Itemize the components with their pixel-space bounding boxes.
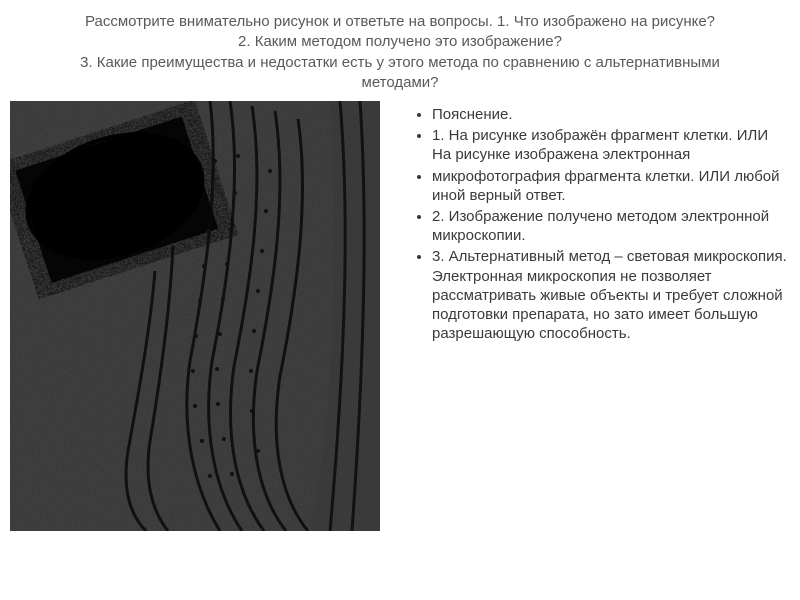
header-line-4: методами?: [40, 73, 760, 93]
header-line-2: 2. Каким методом получено это изображени…: [40, 32, 760, 52]
explanation-item: микрофотография фрагмента клетки. ИЛИ лю…: [432, 167, 790, 205]
explanation-list: Пояснение. 1. На рисунке изображён фрагм…: [410, 105, 790, 343]
explanation-item: Пояснение.: [432, 105, 790, 124]
header-line-1: Рассмотрите внимательно рисунок и ответь…: [40, 12, 760, 32]
explanation-item: 2. Изображение получено методом электрон…: [432, 207, 790, 245]
explanation-panel: Пояснение. 1. На рисунке изображён фрагм…: [380, 101, 790, 531]
question-header: Рассмотрите внимательно рисунок и ответь…: [0, 0, 800, 101]
micrograph-image: [10, 101, 380, 531]
content-row: Пояснение. 1. На рисунке изображён фрагм…: [0, 101, 800, 531]
explanation-item: 1. На рисунке изображён фрагмент клетки.…: [432, 126, 790, 164]
explanation-item: 3. Альтернативный метод – световая микро…: [432, 247, 790, 343]
header-line-3: 3. Какие преимущества и недостатки есть …: [40, 53, 760, 73]
